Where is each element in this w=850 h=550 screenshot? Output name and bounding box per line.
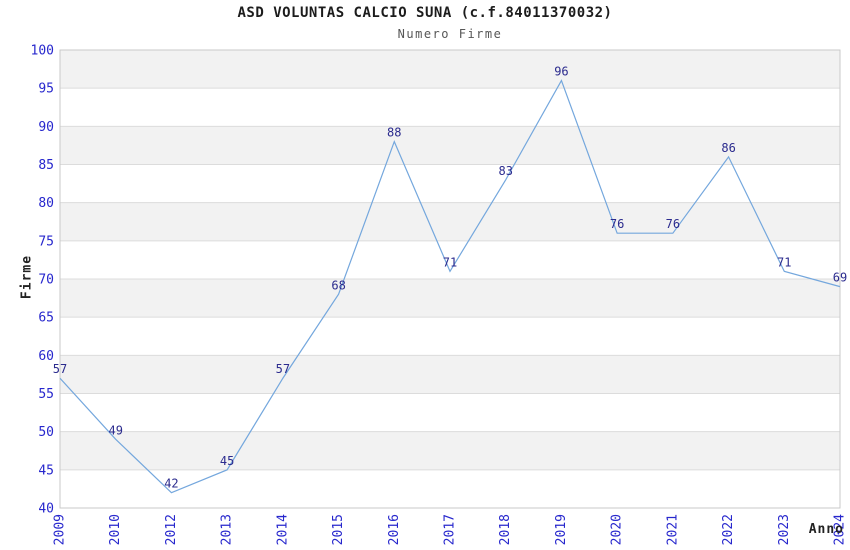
plot-band (60, 50, 840, 89)
x-tick-label: 2014 (275, 514, 290, 545)
y-axis-title: Firme (19, 254, 35, 300)
y-tick-label: 60 (38, 349, 54, 364)
x-tick-label: 2022 (721, 514, 736, 545)
data-point-label: 45 (220, 454, 234, 468)
x-tick-label: 2009 (53, 514, 68, 545)
data-point-label: 83 (498, 164, 512, 178)
data-point-label: 88 (387, 126, 401, 140)
x-tick-label: 2012 (164, 514, 179, 545)
plot-band (60, 126, 840, 165)
y-tick-label: 50 (38, 425, 54, 440)
y-tick-label: 65 (38, 311, 54, 326)
x-tick-label: 2019 (554, 514, 569, 545)
data-point-label: 96 (554, 65, 568, 79)
y-tick-label: 55 (38, 387, 54, 402)
series-line (59, 79, 841, 494)
y-tick-label: 100 (31, 44, 54, 59)
plot-band (60, 355, 840, 394)
x-tick-label: 2020 (610, 514, 625, 545)
data-point-label: 76 (610, 217, 624, 231)
y-tick-label: 80 (38, 196, 54, 211)
x-tick-label: 2015 (331, 514, 346, 545)
data-point-label: 86 (721, 141, 735, 155)
chart-title: ASD VOLUNTAS CALCIO SUNA (c.f.8401137003… (237, 5, 613, 21)
x-axis-title: Anno (808, 522, 844, 537)
x-tick-label: 2010 (108, 514, 123, 545)
y-tick-label: 90 (38, 120, 54, 135)
chart-subtitle: Numero Firme (397, 27, 503, 41)
x-tick-label: 2017 (443, 514, 458, 545)
y-tick-label: 95 (38, 82, 54, 97)
data-point-label: 69 (833, 271, 847, 285)
data-point-label: 71 (777, 255, 791, 269)
plot-band (60, 279, 840, 318)
data-point-label: 68 (331, 278, 345, 292)
plot-border (59, 49, 841, 509)
x-tick-label: 2021 (665, 514, 680, 545)
data-point-label: 49 (108, 423, 122, 437)
data-point-label: 76 (666, 217, 680, 231)
x-tick-label: 2024 (833, 514, 848, 545)
x-tick-label: 2023 (777, 514, 792, 545)
y-tick-label: 85 (38, 158, 54, 173)
x-tick-label: 2016 (387, 514, 402, 545)
data-point-label: 57 (276, 362, 290, 376)
y-tick-label: 45 (38, 463, 54, 478)
plot-band (60, 431, 840, 470)
x-tick-label: 2013 (220, 514, 235, 545)
data-point-label: 71 (443, 255, 457, 269)
y-tick-label: 70 (38, 273, 54, 288)
y-tick-label: 75 (38, 234, 54, 249)
x-tick-label: 2018 (498, 514, 513, 545)
plot-band (60, 202, 840, 241)
data-point-label: 57 (53, 362, 67, 376)
y-tick-label: 40 (38, 502, 54, 517)
data-point-label: 42 (164, 477, 178, 491)
